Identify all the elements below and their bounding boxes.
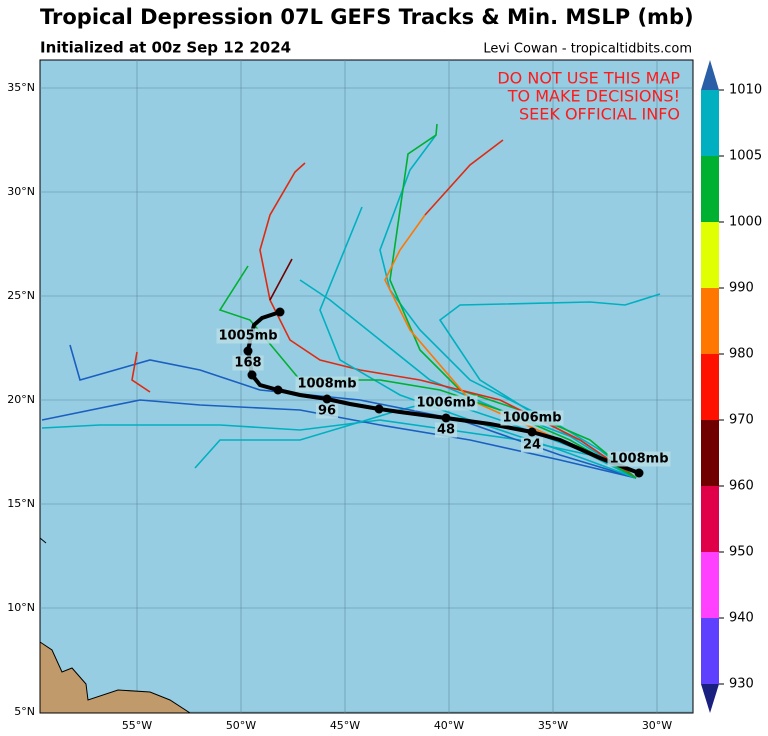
colorbar-label: 930 — [729, 677, 754, 692]
colorbar-segment — [701, 486, 719, 552]
ocean — [39, 59, 694, 714]
track-label-bg — [216, 328, 280, 344]
colorbar-segment — [701, 618, 719, 684]
graticule — [40, 60, 693, 713]
lon-label: 40°W — [434, 719, 464, 732]
colorbar: 1010 1005 1000 990 980 970 960 950 940 930 — [701, 60, 762, 713]
colorbar-segment — [701, 552, 719, 618]
title: Tropical Depression 07L GEFS Tracks & Mi… — [40, 5, 694, 29]
colorbar-label: 1005 — [729, 149, 762, 164]
colorbar-arrow — [701, 684, 719, 713]
colorbar-segment — [701, 420, 719, 486]
land — [39, 537, 47, 544]
colorbar-label: 1000 — [729, 215, 762, 230]
track-labels: 1008mb 1006mb 24 1006mb 48 1008mb 96 1005mb 168 — [216, 328, 671, 467]
colorbar-label: 990 — [729, 281, 754, 296]
colorbar-arrow — [701, 60, 719, 90]
lat-label: 5°N — [14, 705, 35, 718]
lon-label: 45°W — [330, 719, 360, 732]
lat-label: 35°N — [7, 81, 35, 94]
track-label: 1005mb — [218, 329, 277, 344]
warning: TO MAKE DECISIONS! — [507, 87, 680, 106]
lat-label: 30°N — [7, 185, 35, 198]
colorbar-segment — [701, 288, 719, 354]
mean-track-points — [243, 307, 644, 478]
track-label-bg — [607, 451, 671, 467]
track-label: 96 — [318, 404, 336, 419]
colorbar-label: 950 — [729, 545, 754, 560]
track-label-bg — [434, 422, 458, 438]
colorbar-label: 970 — [729, 413, 754, 428]
warning: SEEK OFFICIAL INFO — [519, 105, 680, 124]
map: 1008mb1006mb241006mb481008mb961005mb168 … — [39, 59, 694, 714]
colorbar-label: 980 — [729, 347, 754, 362]
colorbar-segment — [701, 156, 719, 222]
track-label-bg — [500, 410, 564, 426]
track-label: 48 — [437, 423, 455, 438]
colorbar-segment — [701, 222, 719, 288]
mean-track — [245, 310, 640, 475]
track-label-bg — [295, 376, 359, 392]
subtitle: Initialized at 00z Sep 12 2024 — [40, 39, 291, 57]
colorbar-label: 940 — [729, 611, 754, 626]
lat-label: 25°N — [7, 289, 35, 302]
colorbar-label: 1010 — [729, 83, 762, 98]
track-label: 168 — [234, 356, 261, 371]
track-label-bg — [232, 355, 264, 371]
track-label: 24 — [523, 438, 541, 453]
lon-label: 50°W — [226, 719, 256, 732]
colorbar-segment — [701, 90, 719, 156]
lat-label: 20°N — [7, 393, 35, 406]
colorbar-segment — [701, 354, 719, 420]
credit: Levi Cowan - tropicaltidbits.com — [483, 42, 692, 57]
lat-label: 10°N — [7, 601, 35, 614]
warning: DO NOT USE THIS MAP — [497, 69, 680, 88]
track-label: 1006mb — [416, 396, 475, 411]
track-label: 1008mb — [297, 377, 356, 392]
lon-label: 55°W — [122, 719, 152, 732]
track-label: 1006mb — [502, 411, 561, 426]
lon-label: 35°W — [538, 719, 568, 732]
colorbar-label: 960 — [729, 479, 754, 494]
land — [39, 641, 192, 714]
track-label-bg — [520, 437, 544, 453]
track-label-bg — [315, 403, 339, 419]
track-label-bg — [414, 395, 478, 411]
lon-label: 30°W — [642, 719, 672, 732]
track-label: 1008mb — [609, 452, 668, 467]
lat-label: 15°N — [7, 497, 35, 510]
